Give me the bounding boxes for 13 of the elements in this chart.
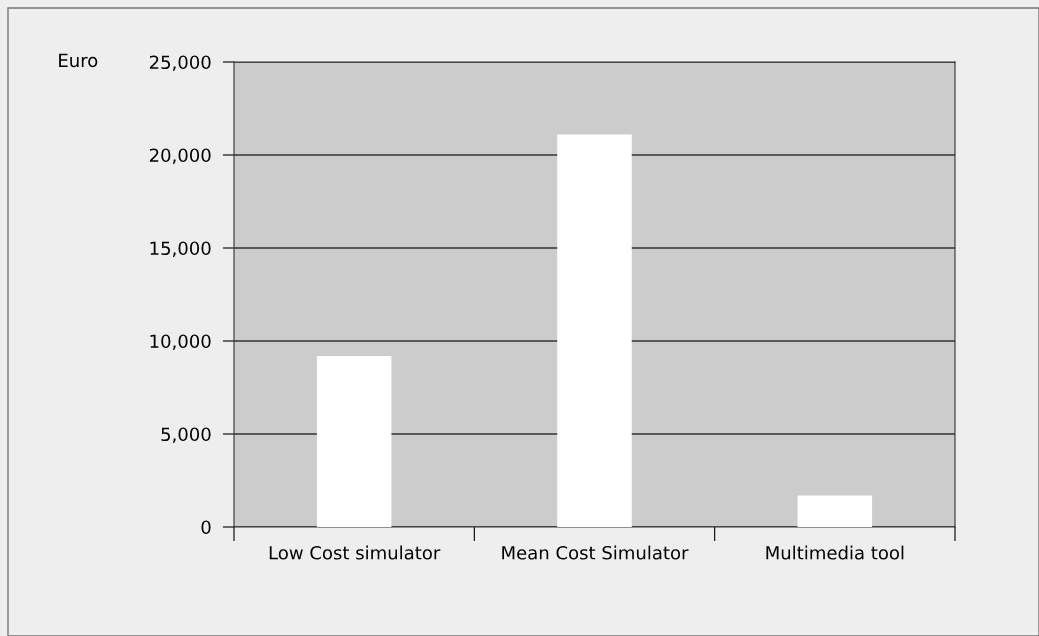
bar xyxy=(797,495,873,527)
x-tick-label: Mean Cost Simulator xyxy=(502,545,689,560)
bar xyxy=(557,134,632,527)
y-tick-label: 0 xyxy=(201,520,211,535)
y-tick-label: 10,000 xyxy=(150,334,211,350)
bar xyxy=(316,355,392,527)
y-tick-label: 25,000 xyxy=(149,55,211,71)
x-tick-label: Low Cost simulator xyxy=(269,545,441,560)
y-tick-label: 15,000 xyxy=(150,241,211,257)
y-tick-label: 20,000 xyxy=(149,148,211,164)
x-tick-label: Multimedia tool xyxy=(766,545,904,560)
y-axis-title: Euro xyxy=(59,53,98,68)
y-tick-label: 5,000 xyxy=(161,427,211,443)
